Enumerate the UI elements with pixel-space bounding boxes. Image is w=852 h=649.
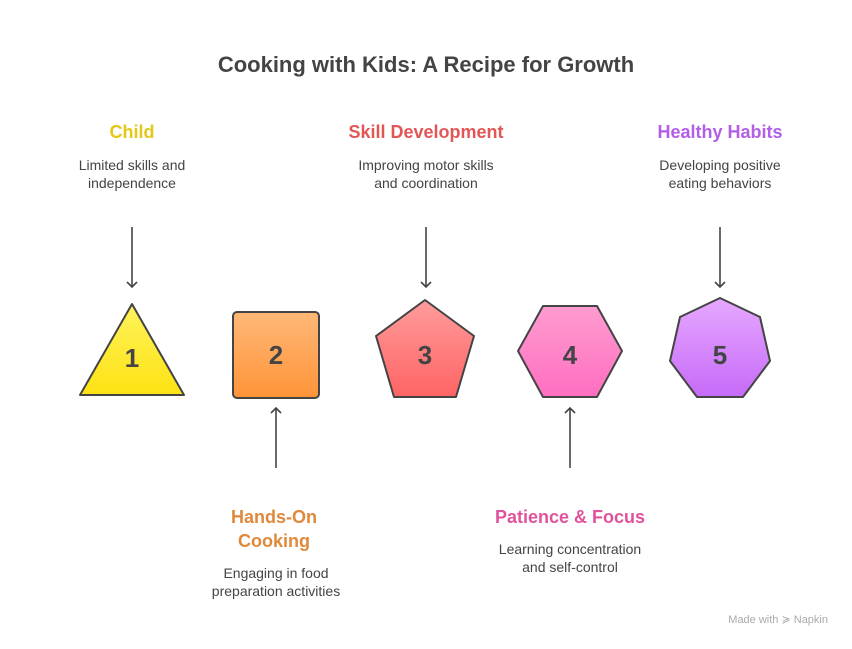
step-4-heading: Patience & Focus — [494, 507, 646, 527]
step-5-heading: Healthy Habits — [657, 122, 783, 142]
pentagon-shape — [375, 299, 475, 398]
step-5-description: Developing positive eating behaviors — [659, 157, 781, 191]
step-2-heading: Hands-On Cooking — [230, 507, 317, 551]
diagram-title: Cooking with Kids: A Recipe for Growth — [217, 52, 635, 77]
step-2-number: 2 — [269, 340, 283, 370]
step-1-description: Limited skills and independence — [78, 157, 186, 191]
hexagon-shape — [517, 305, 623, 398]
step-1-number: 1 — [125, 343, 139, 373]
step-4-description: Learning concentration and self-control — [498, 541, 642, 575]
step-1-heading: Child — [109, 122, 155, 142]
heptagon-shape — [669, 297, 771, 398]
step-4-number: 4 — [563, 340, 578, 370]
step-3-heading: Skill Development — [348, 122, 504, 142]
triangle-shape — [79, 303, 185, 396]
step-3-number: 3 — [418, 340, 432, 370]
step-5-number: 5 — [713, 340, 727, 370]
step-2-description: Engaging in food preparation activities — [211, 565, 341, 599]
napkin-watermark: Made with ≽ Napkin — [728, 614, 828, 626]
square-shape — [232, 311, 320, 399]
step-3-description: Improving motor skills and coordination — [358, 157, 494, 191]
